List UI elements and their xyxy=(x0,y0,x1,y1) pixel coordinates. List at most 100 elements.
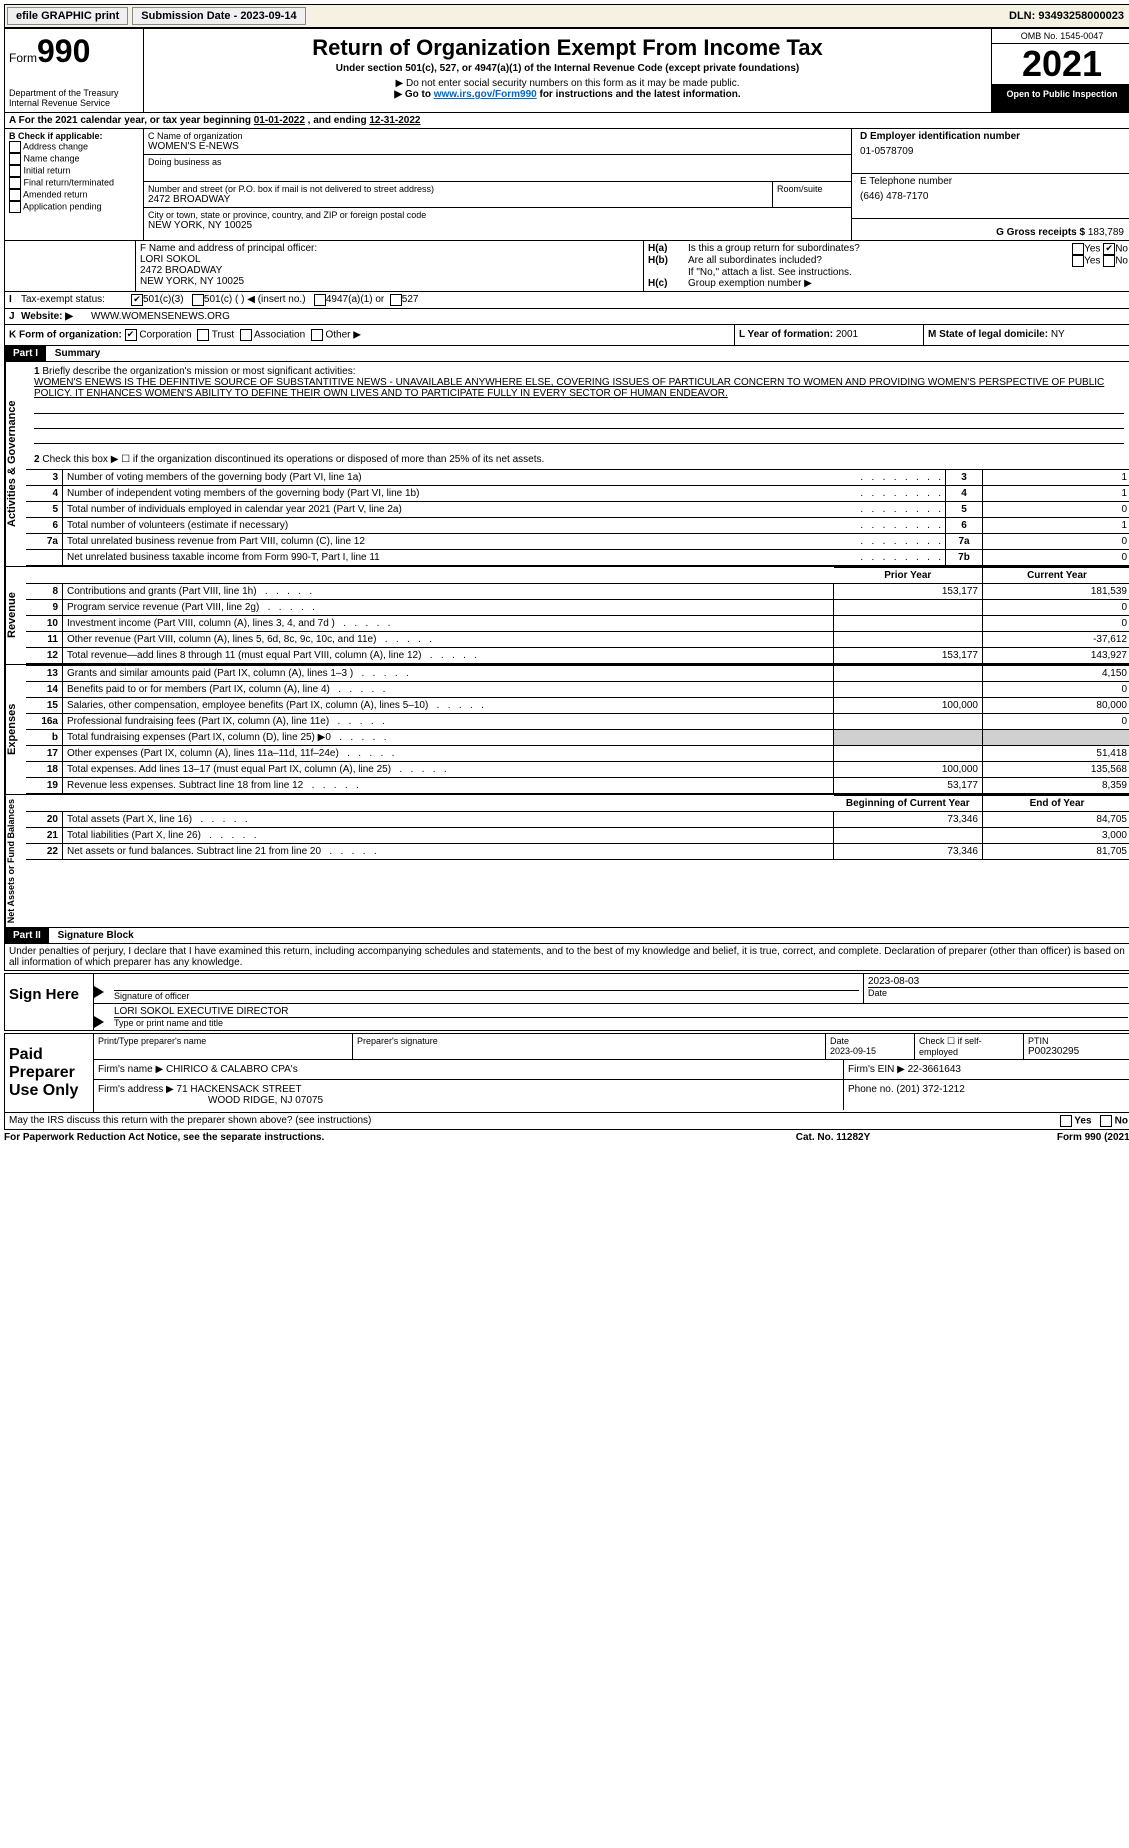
table-row: 6 Total number of volunteers (estimate i… xyxy=(26,518,1129,534)
dept-label: Department of the Treasury Internal Reve… xyxy=(9,88,139,108)
sig-officer-label: Signature of officer xyxy=(114,990,859,1001)
firm-phone-value: (201) 372-1212 xyxy=(896,1084,964,1095)
prep-name-label: Print/Type preparer's name xyxy=(98,1036,348,1046)
check-final-return[interactable]: Final return/terminated xyxy=(9,177,139,189)
row-num: 12 xyxy=(26,648,63,664)
street-value: 2472 BROADWAY xyxy=(148,194,768,205)
row-current-year: 0 xyxy=(983,616,1129,632)
hb-label: H(b) xyxy=(648,255,688,267)
col-prior-year: Prior Year xyxy=(834,568,983,584)
row-desc: Grants and similar amounts paid (Part IX… xyxy=(63,666,834,682)
tax-year: 2021 xyxy=(992,43,1129,85)
table-row: 17 Other expenses (Part IX, column (A), … xyxy=(26,746,1129,762)
checkbox-icon xyxy=(9,189,21,201)
row-box: 5 xyxy=(946,502,983,518)
checkbox-checked-icon[interactable] xyxy=(125,329,137,341)
checkbox-icon[interactable] xyxy=(1100,1115,1112,1127)
netassets-section: Net Assets or Fund Balances Beginning of… xyxy=(4,795,1129,928)
declaration-text: Under penalties of perjury, I declare th… xyxy=(4,944,1129,971)
revenue-table: Prior Year Current Year8 Contributions a… xyxy=(26,567,1129,664)
check-name-change[interactable]: Name change xyxy=(9,153,139,165)
efile-print-button[interactable]: efile GRAPHIC print xyxy=(7,7,128,25)
box-l: L Year of formation: 2001 xyxy=(734,325,923,345)
mission-text: WOMEN'S ENEWS IS THE DEFINTIVE SOURCE OF… xyxy=(34,377,1104,399)
check-label: Initial return xyxy=(24,165,71,175)
expenses-vertical-label: Expenses xyxy=(5,665,26,794)
row-num: 21 xyxy=(26,828,63,844)
checkbox-icon[interactable] xyxy=(197,329,209,341)
checkbox-icon[interactable] xyxy=(311,329,323,341)
firm-addr-label: Firm's address ▶ xyxy=(98,1084,174,1095)
ein-value: 01-0578709 xyxy=(860,146,1124,157)
row-prior-year: 53,177 xyxy=(834,778,983,794)
opt-other: Other ▶ xyxy=(325,330,360,341)
checkbox-checked-icon[interactable] xyxy=(1103,243,1115,255)
phone-value: (646) 478-7170 xyxy=(860,191,1124,202)
sign-here-section: Sign Here Signature of officer 2023-08-0… xyxy=(4,973,1129,1031)
checkbox-icon[interactable] xyxy=(1103,255,1115,267)
row-value: 1 xyxy=(983,470,1129,486)
open-public-label: Open to Public Inspection xyxy=(992,85,1129,112)
row-desc: Total number of volunteers (estimate if … xyxy=(63,518,946,534)
checkbox-icon[interactable] xyxy=(240,329,252,341)
checkbox-icon[interactable] xyxy=(192,294,204,306)
checkbox-icon xyxy=(9,141,21,153)
row-num xyxy=(26,550,63,566)
row-desc: Investment income (Part VIII, column (A)… xyxy=(63,616,834,632)
street-label: Number and street (or P.O. box if mail i… xyxy=(148,184,768,194)
footer-center: Cat. No. 11282Y xyxy=(733,1132,933,1143)
table-row: 14 Benefits paid to or for members (Part… xyxy=(26,682,1129,698)
signature-field[interactable] xyxy=(114,976,859,990)
checkbox-icon[interactable] xyxy=(1072,243,1084,255)
row-current-year: 84,705 xyxy=(983,812,1129,828)
paid-preparer-label: Paid Preparer Use Only xyxy=(5,1034,94,1112)
check-application-pending[interactable]: Application pending xyxy=(9,201,139,213)
dln-label: DLN: 93493258000023 xyxy=(1009,10,1129,22)
checkbox-icon[interactable] xyxy=(1060,1115,1072,1127)
row-prior-year xyxy=(834,714,983,730)
check-initial-return[interactable]: Initial return xyxy=(9,165,139,177)
line1: 1 Briefly describe the organization's mi… xyxy=(26,362,1129,450)
row-desc: Salaries, other compensation, employee b… xyxy=(63,698,834,714)
form-number: 990 xyxy=(37,33,90,69)
checkbox-checked-icon[interactable] xyxy=(131,294,143,306)
row-desc: Professional fundraising fees (Part IX, … xyxy=(63,714,834,730)
room-label: Room/suite xyxy=(777,184,847,194)
opt-trust: Trust xyxy=(212,330,234,341)
table-row: 3 Number of voting members of the govern… xyxy=(26,470,1129,486)
check-address-change[interactable]: Address change xyxy=(9,141,139,153)
arrow-right-icon xyxy=(94,986,104,998)
firm-addr2: WOOD RIDGE, NJ 07075 xyxy=(208,1095,323,1106)
yes-label: Yes xyxy=(1084,256,1100,267)
ein-label: D Employer identification number xyxy=(860,131,1124,142)
blank-line xyxy=(34,431,1124,444)
form-header-left: Form990 Department of the Treasury Inter… xyxy=(5,29,144,112)
expenses-section: Expenses 13 Grants and similar amounts p… xyxy=(4,665,1129,795)
row-num: 16a xyxy=(26,714,63,730)
checkbox-icon[interactable] xyxy=(314,294,326,306)
row-num: 9 xyxy=(26,600,63,616)
goto-link[interactable]: www.irs.gov/Form990 xyxy=(434,89,537,100)
submission-date-button[interactable]: Submission Date - 2023-09-14 xyxy=(132,7,305,25)
checkbox-icon[interactable] xyxy=(390,294,402,306)
row-num: 13 xyxy=(26,666,63,682)
firm-name-label: Firm's name ▶ xyxy=(98,1064,163,1075)
self-employed-check[interactable]: Check ☐ if self-employed xyxy=(915,1034,1024,1059)
row-current-year: 51,418 xyxy=(983,746,1129,762)
check-label: Address change xyxy=(23,141,88,151)
box-j: J Website: ▶ WWW.WOMENSENEWS.ORG xyxy=(4,309,1129,325)
ptin-label: PTIN xyxy=(1028,1036,1128,1046)
k-label: K Form of organization: xyxy=(9,330,122,341)
row-current-year: 80,000 xyxy=(983,698,1129,714)
row-num: 8 xyxy=(26,584,63,600)
box-i: I Tax-exempt status: 501(c)(3) 501(c) ( … xyxy=(4,292,1129,309)
check-amended-return[interactable]: Amended return xyxy=(9,189,139,201)
checkbox-icon[interactable] xyxy=(1072,255,1084,267)
line2: 2 Check this box ▶ ☐ if the organization… xyxy=(26,450,1129,469)
row-value: 0 xyxy=(983,550,1129,566)
row-num: 6 xyxy=(26,518,63,534)
ha-label: H(a) xyxy=(648,243,688,255)
form-header: Form990 Department of the Treasury Inter… xyxy=(4,28,1129,113)
box-b: B Check if applicable: Address change Na… xyxy=(5,129,144,240)
row-num: 14 xyxy=(26,682,63,698)
